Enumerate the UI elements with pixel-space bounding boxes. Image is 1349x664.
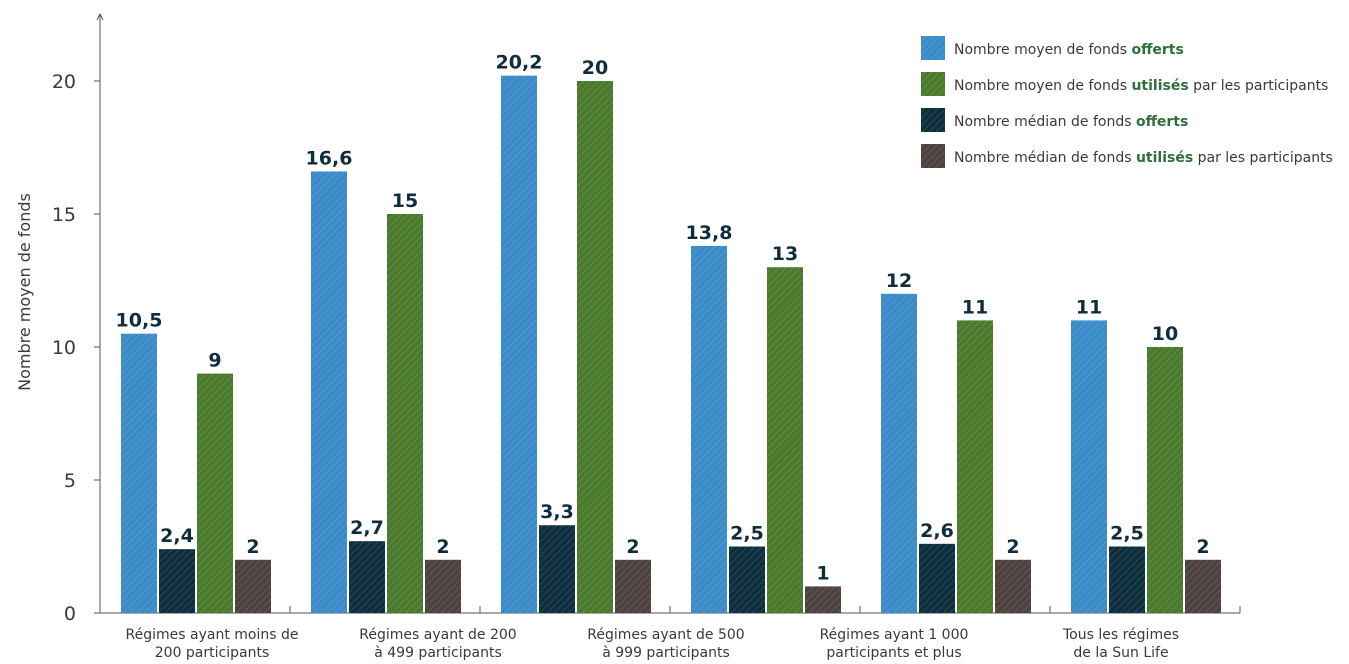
data-label: 13 xyxy=(772,243,798,265)
bar-texture xyxy=(995,559,1031,613)
y-tick-label: 15 xyxy=(52,204,76,226)
data-label: 2 xyxy=(246,536,259,558)
data-label: 2 xyxy=(436,536,449,558)
data-label: 2 xyxy=(1006,536,1019,558)
bar-texture xyxy=(235,559,271,613)
data-label: 2,7 xyxy=(350,517,384,539)
bar-texture xyxy=(121,333,157,613)
data-label: 12 xyxy=(886,270,912,292)
bar-texture xyxy=(197,373,233,613)
bar-texture xyxy=(387,214,423,613)
data-label: 2 xyxy=(626,536,639,558)
data-label: 2,5 xyxy=(1110,523,1144,545)
data-label: 2,6 xyxy=(920,520,954,542)
bar-texture xyxy=(1147,347,1183,613)
data-label: 15 xyxy=(392,190,418,212)
legend-swatch-texture xyxy=(921,36,945,60)
data-label: 2,5 xyxy=(730,523,764,545)
legend-label: Nombre médian de fonds utilisés par les … xyxy=(954,150,1333,166)
data-label: 20,2 xyxy=(496,52,543,74)
bar-texture xyxy=(1185,559,1221,613)
legend-label: Nombre moyen de fonds offerts xyxy=(954,42,1184,58)
bar-texture xyxy=(729,546,765,613)
bar-texture xyxy=(767,267,803,613)
x-category-label: Régimes ayant moins de 200 participants xyxy=(126,627,299,661)
x-category-label: Régimes ayant de 200 à 499 participants xyxy=(359,627,516,661)
bar-texture xyxy=(349,541,385,613)
x-category-label: Régimes ayant 1 000 participants et plus xyxy=(820,627,969,661)
bar-texture xyxy=(425,559,461,613)
bar-texture xyxy=(311,171,347,613)
data-label: 9 xyxy=(208,350,221,372)
legend-swatch-texture xyxy=(921,72,945,96)
x-category-label: Tous les régimes de la Sun Life xyxy=(1062,627,1179,661)
bar-texture xyxy=(1109,546,1145,613)
x-category-label: Régimes ayant de 500 à 999 participants xyxy=(587,627,744,661)
y-tick-label: 20 xyxy=(52,71,76,93)
data-label: 10,5 xyxy=(116,310,163,332)
bar-texture xyxy=(919,543,955,613)
data-label: 13,8 xyxy=(686,222,733,244)
y-tick-label: 0 xyxy=(64,603,76,625)
y-axis-label: Nombre moyen de fonds xyxy=(15,193,34,391)
bar-texture xyxy=(159,549,195,613)
bar-texture xyxy=(957,320,993,613)
data-label: 16,6 xyxy=(306,147,353,169)
bar-texture xyxy=(1071,320,1107,613)
data-label: 3,3 xyxy=(540,501,574,523)
bar-texture xyxy=(805,586,841,613)
bar-texture xyxy=(501,75,537,614)
y-tick-label: 10 xyxy=(52,337,76,359)
bar-texture xyxy=(577,81,613,613)
legend-label: Nombre moyen de fonds utilisés par les p… xyxy=(954,78,1328,94)
y-tick-label: 5 xyxy=(64,470,76,492)
axes: 0 5 10 15 20 Régimes ayant moins de 200 partic… xyxy=(52,12,1241,661)
data-label: 11 xyxy=(962,296,988,318)
bar-texture xyxy=(615,559,651,613)
y-axis-arrow xyxy=(96,12,104,21)
legend-swatch-texture xyxy=(921,144,945,168)
bar-texture xyxy=(691,245,727,614)
legend: Nombre moyen de fonds offerts Nombre moye… xyxy=(921,36,1333,168)
bar-texture xyxy=(881,293,917,613)
data-label: 2 xyxy=(1196,536,1209,558)
data-label: 11 xyxy=(1076,296,1102,318)
legend-swatch-texture xyxy=(921,108,945,132)
data-label: 10 xyxy=(1152,323,1178,345)
bar-texture xyxy=(539,525,575,613)
bars xyxy=(121,75,1221,614)
data-label: 2,4 xyxy=(160,525,194,547)
data-label: 20 xyxy=(582,57,608,79)
legend-label: Nombre médian de fonds offerts xyxy=(954,114,1188,130)
data-label: 1 xyxy=(816,562,829,584)
